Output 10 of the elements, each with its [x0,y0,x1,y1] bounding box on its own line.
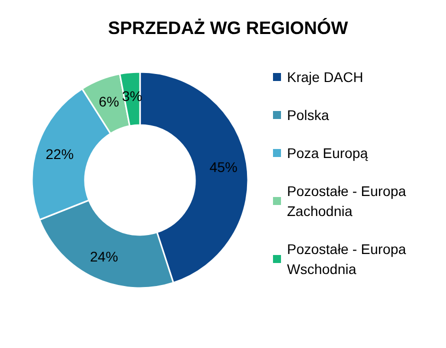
legend-label: Polska [287,107,330,123]
data-label: 24% [90,248,118,264]
chart-title: SPRZEDAŻ WG REGIONÓW [108,18,348,38]
legend-label: Pozostałe - Europa Zachodnia [287,183,410,219]
data-label: 45% [209,158,238,175]
legend-label: Poza Europą [287,145,368,161]
legend-label: Kraje DACH [287,69,364,85]
data-label: 6% [98,93,120,110]
data-label: 22% [46,146,74,162]
legend-label: Pozostałe - Europa Wschodnia [287,241,410,277]
